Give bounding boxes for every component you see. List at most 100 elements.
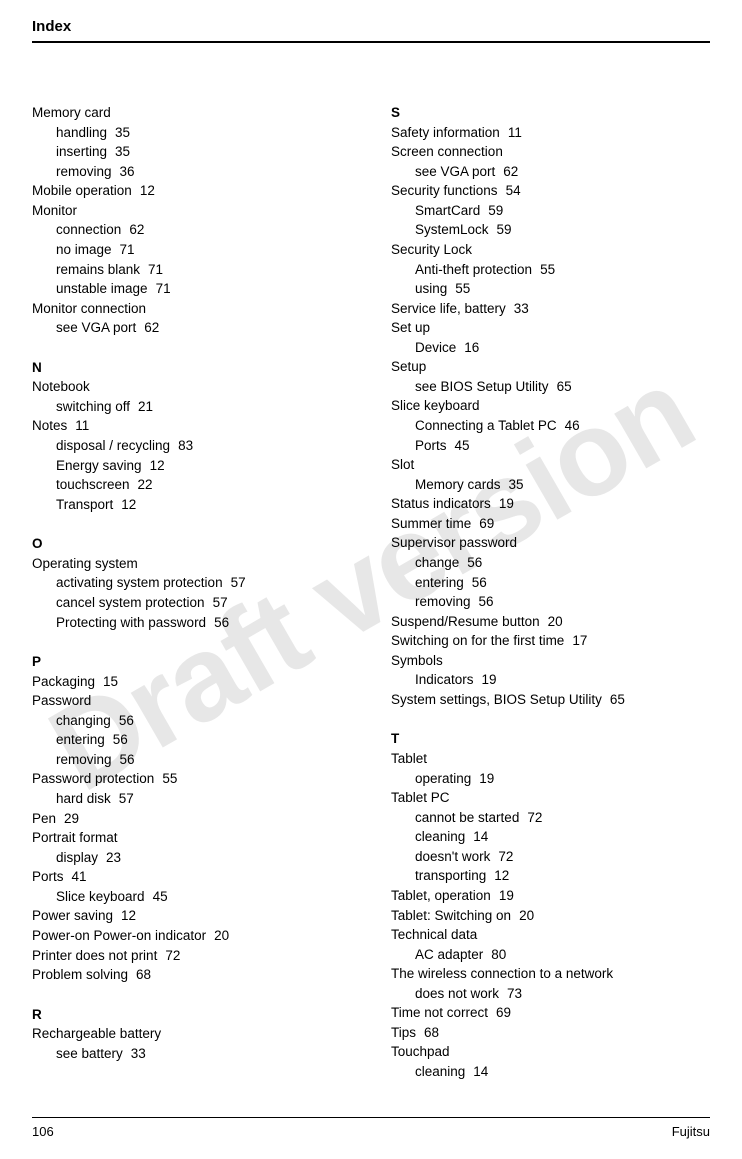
index-entry-text: Set up — [391, 320, 430, 335]
index-entry: cancel system protection 57 — [32, 593, 351, 613]
index-entry-page: 72 — [498, 849, 513, 864]
index-entry: using55 — [391, 279, 710, 299]
index-entry-text: see BIOS Setup Utility — [415, 379, 549, 394]
index-entry: System settings, BIOS Setup Utility65 — [391, 690, 710, 710]
index-entry-page: 14 — [473, 1064, 488, 1079]
index-entry-text: see battery — [56, 1046, 123, 1061]
index-entry-page: 35 — [509, 477, 524, 492]
index-entry-text: cleaning — [415, 829, 465, 844]
index-entry-text: Status indicators — [391, 496, 491, 511]
index-entry-text: no image — [56, 242, 112, 257]
index-entry-text: does not work — [415, 986, 499, 1001]
index-entry-page: 72 — [165, 948, 180, 963]
index-entry: Monitor connection — [32, 299, 351, 319]
section-letter: N — [32, 358, 351, 378]
index-entry-page: 80 — [491, 947, 506, 962]
index-entry-text: hard disk — [56, 791, 111, 806]
index-entry: changing56 — [32, 711, 351, 731]
index-entry-text: Printer does not print — [32, 948, 157, 963]
index-entry-page: 12 — [121, 497, 136, 512]
index-entry-text: Protecting with password — [56, 615, 206, 630]
index-entry-page: 56 — [214, 615, 229, 630]
index-entry-page: 55 — [540, 262, 555, 277]
index-entry-page: 23 — [106, 850, 121, 865]
index-entry-text: AC adapter — [415, 947, 483, 962]
index-entry: unstable image 71 — [32, 279, 351, 299]
index-entry: Setup — [391, 357, 710, 377]
section-letter: R — [32, 1005, 351, 1025]
index-entry: Screen connection — [391, 142, 710, 162]
index-entry-page: 41 — [72, 869, 87, 884]
index-entry-page: 11 — [75, 418, 89, 433]
index-entry: Password protection55 — [32, 769, 351, 789]
index-entry-page: 69 — [496, 1005, 511, 1020]
index-entry-text: Portrait format — [32, 830, 118, 845]
index-entry-text: Mobile operation — [32, 183, 132, 198]
index-entry-page: 65 — [557, 379, 572, 394]
index-entry-text: Memory cards — [415, 477, 501, 492]
index-entry-text: change — [415, 555, 459, 570]
index-entry-text: unstable image — [56, 281, 148, 296]
index-entry: transporting12 — [391, 866, 710, 886]
index-entry-page: 19 — [479, 771, 494, 786]
section-letter: S — [391, 103, 710, 123]
index-entry: remains blank71 — [32, 260, 351, 280]
index-entry-text: cancel system protection — [56, 595, 205, 610]
index-entry-text: Screen connection — [391, 144, 503, 159]
index-entry-text: transporting — [415, 868, 486, 883]
index-entry: Password — [32, 691, 351, 711]
index-entry: operating19 — [391, 769, 710, 789]
index-entry-text: cannot be started — [415, 810, 519, 825]
index-entry-page: 73 — [507, 986, 522, 1001]
index-entry-text: cleaning — [415, 1064, 465, 1079]
index-entry: Power saving12 — [32, 906, 351, 926]
index-entry: Power-on Power-on indicator20 — [32, 926, 351, 946]
index-entry: Pen29 — [32, 809, 351, 829]
index-entry: Tablet: Switching on20 — [391, 906, 710, 926]
index-entry-text: Password — [32, 693, 91, 708]
index-entry: Tablet, operation19 — [391, 886, 710, 906]
header-title: Index — [32, 18, 710, 35]
index-entry-page: 68 — [136, 967, 151, 982]
index-entry-page: 65 — [610, 692, 625, 707]
index-entry-text: Touchpad — [391, 1044, 450, 1059]
index-entry-page: 57 — [231, 575, 246, 590]
index-entry: removing36 — [32, 162, 351, 182]
index-entry-page: 35 — [115, 125, 130, 140]
index-entry-text: Tips — [391, 1025, 416, 1040]
index-entry-page: 57 — [213, 595, 228, 610]
index-entry-text: Notes — [32, 418, 67, 433]
index-entry: Connecting a Tablet PC46 — [391, 416, 710, 436]
index-entry-text: Tablet, operation — [391, 888, 491, 903]
index-entry: Slice keyboard — [391, 396, 710, 416]
index-entry-text: Slot — [391, 457, 414, 472]
index-entry-text: handling — [56, 125, 107, 140]
index-entry-page: 55 — [455, 281, 470, 296]
index-entry-page: 71 — [156, 281, 171, 296]
index-entry: Symbols — [391, 651, 710, 671]
index-entry-page: 45 — [455, 438, 470, 453]
index-entry: Indicators19 — [391, 670, 710, 690]
index-entry-page: 45 — [153, 889, 168, 904]
index-entry: cleaning 14 — [391, 1062, 710, 1082]
index-entry-text: removing — [56, 752, 112, 767]
index-entry: doesn't work72 — [391, 847, 710, 867]
index-entry: Monitor — [32, 201, 351, 221]
index-entry: Summer time69 — [391, 514, 710, 534]
index-entry: Memory cards 35 — [391, 475, 710, 495]
index-entry-text: Notebook — [32, 379, 90, 394]
section-letter: T — [391, 729, 710, 749]
right-column: SSafety information11Screen connection se… — [391, 103, 710, 1082]
index-entry: switching off21 — [32, 397, 351, 417]
index-entry-text: Ports — [415, 438, 447, 453]
index-entry-text: inserting — [56, 144, 107, 159]
index-entry-page: 33 — [131, 1046, 146, 1061]
index-entry-page: 21 — [138, 399, 153, 414]
index-entry-text: removing — [56, 164, 112, 179]
index-entry: Safety information11 — [391, 123, 710, 143]
index-entry-text: Transport — [56, 497, 113, 512]
index-entry-text: connection — [56, 222, 121, 237]
index-entry-text: SystemLock — [415, 222, 489, 237]
index-entry-text: entering — [415, 575, 464, 590]
index-entry-text: disposal / recycling — [56, 438, 170, 453]
